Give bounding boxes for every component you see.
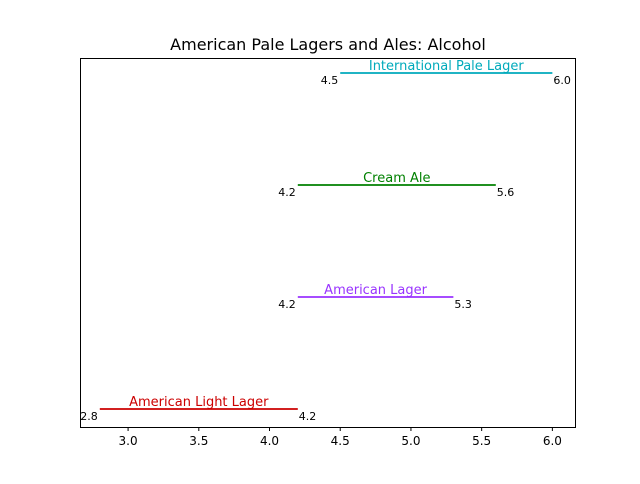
x-tick-label: 5.5 xyxy=(472,434,491,448)
series-name: American Lager xyxy=(324,283,427,298)
range-min-label: 4.5 xyxy=(321,74,339,87)
x-tick-label: 3.0 xyxy=(119,434,138,448)
plot-area-frame xyxy=(80,58,576,428)
chart-title: American Pale Lagers and Ales: Alcohol xyxy=(170,35,486,54)
series-name: American Light Lager xyxy=(129,395,269,410)
x-tick-label: 4.5 xyxy=(331,434,350,448)
x-tick-label: 3.5 xyxy=(189,434,208,448)
x-tick-label: 6.0 xyxy=(543,434,562,448)
range-min-label: 2.8 xyxy=(80,410,98,423)
range-item: International Pale Lager 4.5 6.0 xyxy=(321,59,571,87)
range-max-label: 4.2 xyxy=(299,410,317,423)
range-item: American Light Lager 2.8 4.2 xyxy=(80,395,316,423)
series-name: International Pale Lager xyxy=(369,59,525,74)
range-min-label: 4.2 xyxy=(278,186,296,199)
range-item: American Lager 4.2 5.3 xyxy=(278,283,472,311)
range-max-label: 5.3 xyxy=(454,298,472,311)
series-name: Cream Ale xyxy=(363,171,430,186)
x-tick-label: 4.0 xyxy=(260,434,279,448)
x-tick-label: 5.0 xyxy=(401,434,420,448)
range-max-label: 5.6 xyxy=(497,186,515,199)
range-max-label: 6.0 xyxy=(553,74,571,87)
range-item: Cream Ale 4.2 5.6 xyxy=(278,171,514,199)
range-min-label: 4.2 xyxy=(278,298,296,311)
x-axis: 3.0 3.5 4.0 4.5 5.0 5.5 6.0 xyxy=(119,427,562,448)
